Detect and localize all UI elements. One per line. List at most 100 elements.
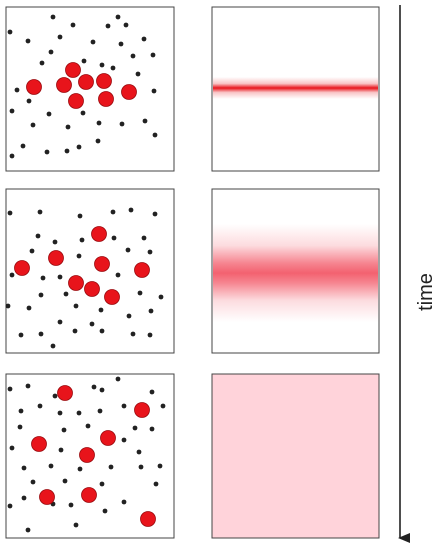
small-particle (26, 98, 32, 104)
small-particle (7, 210, 13, 216)
large-particles (26, 62, 137, 109)
small-particle (73, 303, 79, 309)
large-particle (48, 250, 64, 266)
small-particles (7, 14, 158, 159)
small-particle (9, 108, 15, 114)
concentration-panel-3 (211, 373, 380, 539)
small-particle (80, 110, 86, 116)
small-particle (50, 343, 56, 349)
small-particle (20, 143, 26, 149)
small-particle (46, 111, 52, 117)
small-particle (160, 403, 166, 409)
small-particle (77, 466, 83, 472)
small-particle (150, 52, 156, 58)
small-particle (52, 393, 58, 399)
small-particle (81, 58, 87, 64)
small-particle (57, 410, 63, 416)
small-particle (158, 294, 164, 300)
small-particle (57, 274, 63, 280)
large-particle (79, 447, 95, 463)
small-particle (118, 41, 124, 47)
concentration-band-narrow (213, 77, 378, 99)
small-particle (125, 247, 131, 253)
small-particle (70, 22, 76, 28)
large-particle (81, 487, 97, 503)
small-particle (57, 34, 63, 40)
small-particle (149, 426, 155, 432)
small-particle (76, 253, 82, 259)
large-particle (14, 260, 30, 276)
small-particle (157, 463, 163, 469)
large-particle (94, 256, 110, 272)
small-particle (115, 376, 121, 382)
small-particle (21, 495, 27, 501)
small-particle (37, 403, 43, 409)
small-particle (73, 522, 79, 528)
small-particle (121, 437, 127, 443)
small-particle (90, 39, 96, 45)
small-particle (99, 62, 105, 68)
small-particle (115, 14, 121, 20)
small-particle (30, 479, 36, 485)
small-particle (138, 464, 144, 470)
large-particle (104, 289, 120, 305)
small-particle (105, 23, 111, 29)
particle-panel-1 (5, 6, 175, 172)
small-particle (18, 332, 24, 338)
small-particle (95, 138, 101, 144)
small-particle (110, 209, 116, 215)
small-particle (62, 478, 68, 484)
large-particles (14, 226, 150, 305)
small-particle (89, 321, 95, 327)
small-particle (126, 313, 132, 319)
large-particle (96, 73, 112, 89)
particle-panel-3 (5, 373, 175, 539)
small-particle (38, 292, 44, 298)
small-particle (130, 53, 136, 59)
small-particles (5, 207, 164, 349)
large-particle (26, 79, 42, 95)
small-particle (40, 275, 46, 281)
small-particle (9, 153, 15, 159)
small-particle (147, 249, 153, 255)
small-particle (130, 331, 136, 337)
small-particle (153, 481, 159, 487)
small-particle (65, 124, 71, 130)
small-particle (77, 213, 83, 219)
small-particle (35, 233, 41, 239)
small-particle (76, 144, 82, 150)
small-particle (64, 148, 70, 154)
large-particle (98, 91, 114, 107)
small-particle (21, 465, 27, 471)
small-particle (7, 503, 13, 509)
large-particle (134, 402, 150, 418)
small-particle (108, 464, 114, 470)
small-particle (142, 118, 148, 124)
small-particle (152, 132, 158, 138)
small-particle (152, 211, 158, 217)
large-particle (100, 430, 116, 446)
small-particle (25, 383, 31, 389)
small-particle (9, 445, 15, 451)
small-particle (17, 424, 23, 430)
small-particle (63, 291, 69, 297)
small-particle (61, 427, 67, 433)
small-particle (110, 65, 116, 71)
particle-panel-2 (5, 188, 175, 354)
large-particle (121, 84, 137, 100)
large-particle (68, 93, 84, 109)
small-particle (79, 237, 85, 243)
concentration-panel-2 (211, 188, 380, 354)
small-particle (141, 36, 147, 42)
small-particle (7, 29, 13, 35)
small-particle (111, 235, 117, 241)
small-particle (91, 384, 97, 390)
small-particle (135, 71, 141, 77)
small-particle (141, 235, 147, 241)
large-particle (91, 226, 107, 242)
concentration-band-wide (213, 224, 378, 322)
small-particle (39, 60, 45, 66)
large-particle (84, 281, 100, 297)
small-particle (119, 121, 125, 127)
small-particle (132, 425, 138, 431)
